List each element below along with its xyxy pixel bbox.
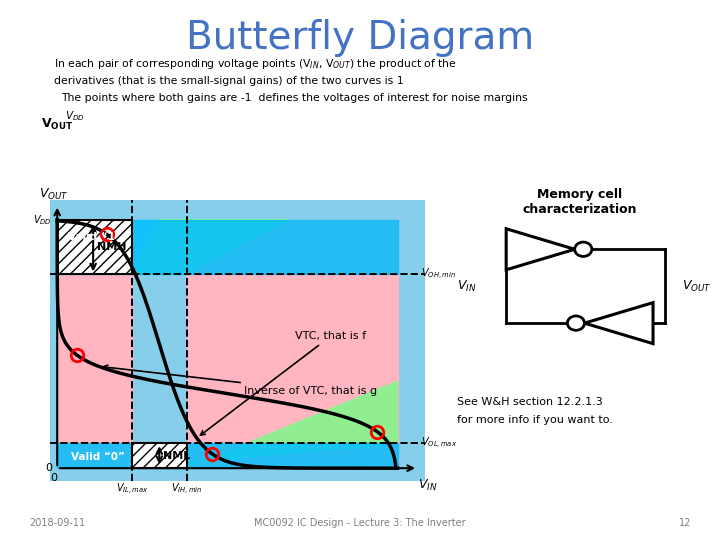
Text: $V_{IH,min}$: $V_{IH,min}$ <box>171 482 202 497</box>
Text: Valid “1”: Valid “1” <box>68 232 122 242</box>
Text: for more info if you want to.: for more info if you want to. <box>457 415 613 425</box>
Text: MC0092 IC Design - Lecture 3: The Inverter: MC0092 IC Design - Lecture 3: The Invert… <box>254 518 466 529</box>
Text: derivatives (that is the small-signal gains) of the two curves is 1: derivatives (that is the small-signal ga… <box>54 76 404 86</box>
Text: Inverse of VTC, that is g: Inverse of VTC, that is g <box>103 365 377 396</box>
Text: $\mathbf{V_{OUT}}$: $\mathbf{V_{OUT}}$ <box>41 117 73 132</box>
Text: $V_{IL,max}$: $V_{IL,max}$ <box>116 482 148 497</box>
Text: $V_{OH,min}$: $V_{OH,min}$ <box>421 267 456 282</box>
Text: NML: NML <box>163 451 191 461</box>
Text: $V_{IN}$: $V_{IN}$ <box>418 478 438 493</box>
Text: 2018-09-11: 2018-09-11 <box>29 518 85 529</box>
Text: $V_{IN}$: $V_{IN}$ <box>457 279 477 294</box>
Circle shape <box>575 242 592 256</box>
Polygon shape <box>132 220 289 274</box>
Text: $V_{OUT}$: $V_{OUT}$ <box>683 279 712 294</box>
Text: Valid “0”: Valid “0” <box>71 452 125 462</box>
Text: The points where both gains are -1  defines the voltages of interest for noise m: The points where both gains are -1 defin… <box>61 93 528 103</box>
Text: Butterfly Diagram: Butterfly Diagram <box>186 19 534 57</box>
Text: $V_{OUT}$: $V_{OUT}$ <box>39 187 68 202</box>
Text: 0: 0 <box>45 463 52 473</box>
Polygon shape <box>506 229 575 270</box>
Text: VTC, that is f: VTC, that is f <box>200 331 366 435</box>
Polygon shape <box>585 302 653 343</box>
Text: 0: 0 <box>50 473 58 483</box>
Circle shape <box>567 316 585 330</box>
Text: $V_{DD}$: $V_{DD}$ <box>33 213 52 227</box>
Text: $V_{DD}$: $V_{DD}$ <box>65 109 85 123</box>
Text: See W&H section 12.2.1.3: See W&H section 12.2.1.3 <box>457 397 603 407</box>
Text: $V_{OL,max}$: $V_{OL,max}$ <box>421 436 458 451</box>
Text: Memory cell
characterization: Memory cell characterization <box>522 188 637 215</box>
Bar <box>57 220 132 274</box>
Text: In each pair of corresponding voltage points (V$_{IN}$, V$_{OUT}$) the product o: In each pair of corresponding voltage po… <box>54 57 457 71</box>
Text: 12: 12 <box>679 518 691 529</box>
Text: NMH: NMH <box>97 242 127 252</box>
Bar <box>132 443 186 468</box>
Polygon shape <box>132 381 397 468</box>
